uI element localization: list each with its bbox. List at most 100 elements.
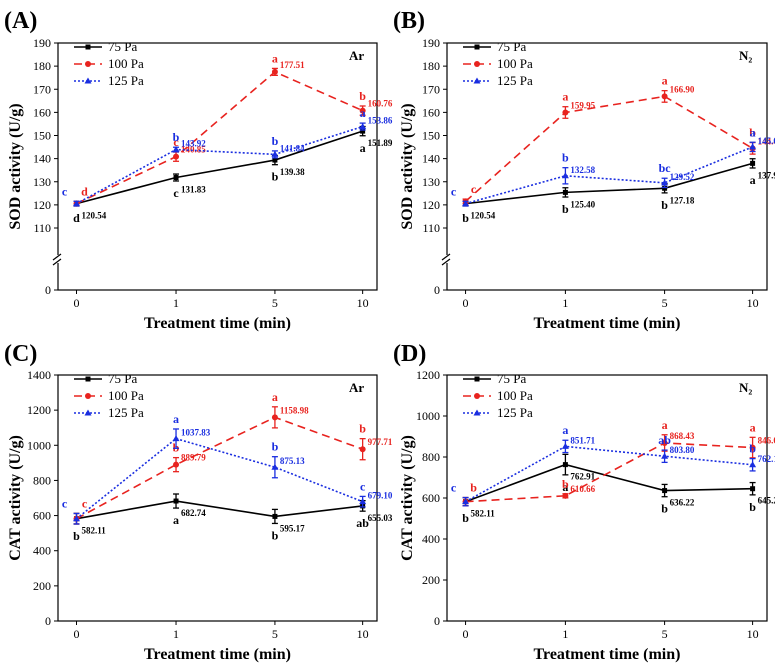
legend-label: 125 Pa [497,73,533,88]
significance-letter: b [272,170,279,184]
value-label: 762.91 [570,472,595,482]
significance-letter: a [662,418,668,432]
y-axis-title: CAT activity (U/g) [7,435,24,561]
value-label: 582.11 [82,526,107,536]
value-label: 145.08 [758,136,775,146]
data-point [271,150,279,157]
x-tick-label: 10 [357,296,369,310]
value-label: 582.11 [471,509,496,519]
axis-break-mark [52,258,62,266]
y-tick-label: 1000 [416,409,440,423]
value-label: 889.79 [181,453,206,463]
gas-label: Ar [349,380,364,395]
significance-letter: c [82,496,88,510]
data-point [749,461,757,468]
series-line [465,463,753,503]
value-label: 120.54 [471,211,496,221]
series-line [76,437,363,520]
significance-letter: b [359,422,366,436]
significance-letter: a [562,480,568,494]
value-label: 636.22 [670,498,695,508]
significance-letter: b [562,477,569,491]
value-label: 851.71 [570,435,595,445]
legend-marker [474,61,480,67]
legend-label: 125 Pa [108,73,144,88]
gas-label: N₂ [739,380,752,395]
legend-marker [85,61,91,67]
value-label: 166.90 [670,84,695,94]
y-tick-label: 1200 [416,368,440,382]
y-tick-label: 200 [33,579,51,593]
y-tick-label: 150 [33,129,51,143]
significance-letter: bc [659,161,672,175]
significance-letter: b [749,126,756,140]
legend-marker [473,77,481,84]
value-label: 160.76 [368,99,393,109]
legend-marker [84,409,92,416]
data-point [359,498,367,505]
value-label: 610.66 [570,484,595,494]
legend-label: 75 Pa [497,371,526,386]
value-label: 151.89 [368,138,393,148]
data-point [749,444,756,451]
data-point [750,486,756,492]
y-tick-label: 1000 [27,438,51,452]
x-axis-title: Treatment time (min) [144,646,291,663]
significance-letter: b [661,198,668,212]
y-tick-label: 0 [45,283,51,297]
legend-label: 75 Pa [497,39,526,54]
series-line [76,130,363,205]
series-line [76,416,363,520]
y-tick-label: 180 [422,59,440,73]
significance-letter: a [662,74,668,88]
value-label: 144.45 [758,136,775,146]
axis-break-mark [441,253,451,261]
significance-letter: d [73,211,80,225]
significance-letter: a [272,51,278,65]
y-tick-label: 200 [422,573,440,587]
legend-label: 100 Pa [108,56,144,71]
significance-letter: b [462,511,469,525]
significance-letter: ab [658,433,671,447]
significance-letter: b [749,442,756,456]
legend-marker [85,393,91,399]
significance-letter: b [272,528,279,542]
x-tick-label: 5 [272,296,278,310]
value-label: 139.38 [280,167,305,177]
axis-break-mark [441,258,451,266]
gas-label: N₂ [739,48,752,63]
y-tick-label: 140 [33,152,51,166]
data-point [271,414,278,421]
data-point [462,200,470,207]
y-tick-label: 1200 [27,403,51,417]
y-axis-title: SOD activity (U/g) [7,103,24,229]
significance-letter: a [360,141,366,155]
value-label: 141.84 [280,143,305,153]
plot-frame [57,374,378,622]
x-axis-title: Treatment time (min) [144,315,291,332]
value-label: 1037.83 [181,428,211,438]
value-label: 645.26 [758,496,775,506]
data-point [173,461,180,468]
y-tick-label: 0 [45,614,51,628]
y-tick-label: 170 [33,82,51,96]
data-point [172,435,180,442]
y-tick-label: 160 [33,105,51,119]
significance-letter: b [562,151,569,165]
axis-break-gap [443,255,451,263]
significance-letter: ab [356,516,369,530]
significance-letter: a [173,412,179,426]
y-tick-label: 400 [422,532,440,546]
x-tick-label: 5 [662,627,668,641]
value-label: 846.01 [758,436,775,446]
x-tick-label: 0 [463,627,469,641]
legend-label: 100 Pa [497,388,533,403]
chart-panel-c: 0 200 400 600 800 1000 1200 1400 0 1 5 10 Treatment … [4,341,393,663]
x-tick-label: 5 [272,627,278,641]
value-label: 120.54 [82,211,107,221]
legend-label: 75 Pa [108,39,137,54]
axis-break-mark [52,253,62,261]
series-line [465,442,753,503]
significance-letter: d [81,184,88,198]
